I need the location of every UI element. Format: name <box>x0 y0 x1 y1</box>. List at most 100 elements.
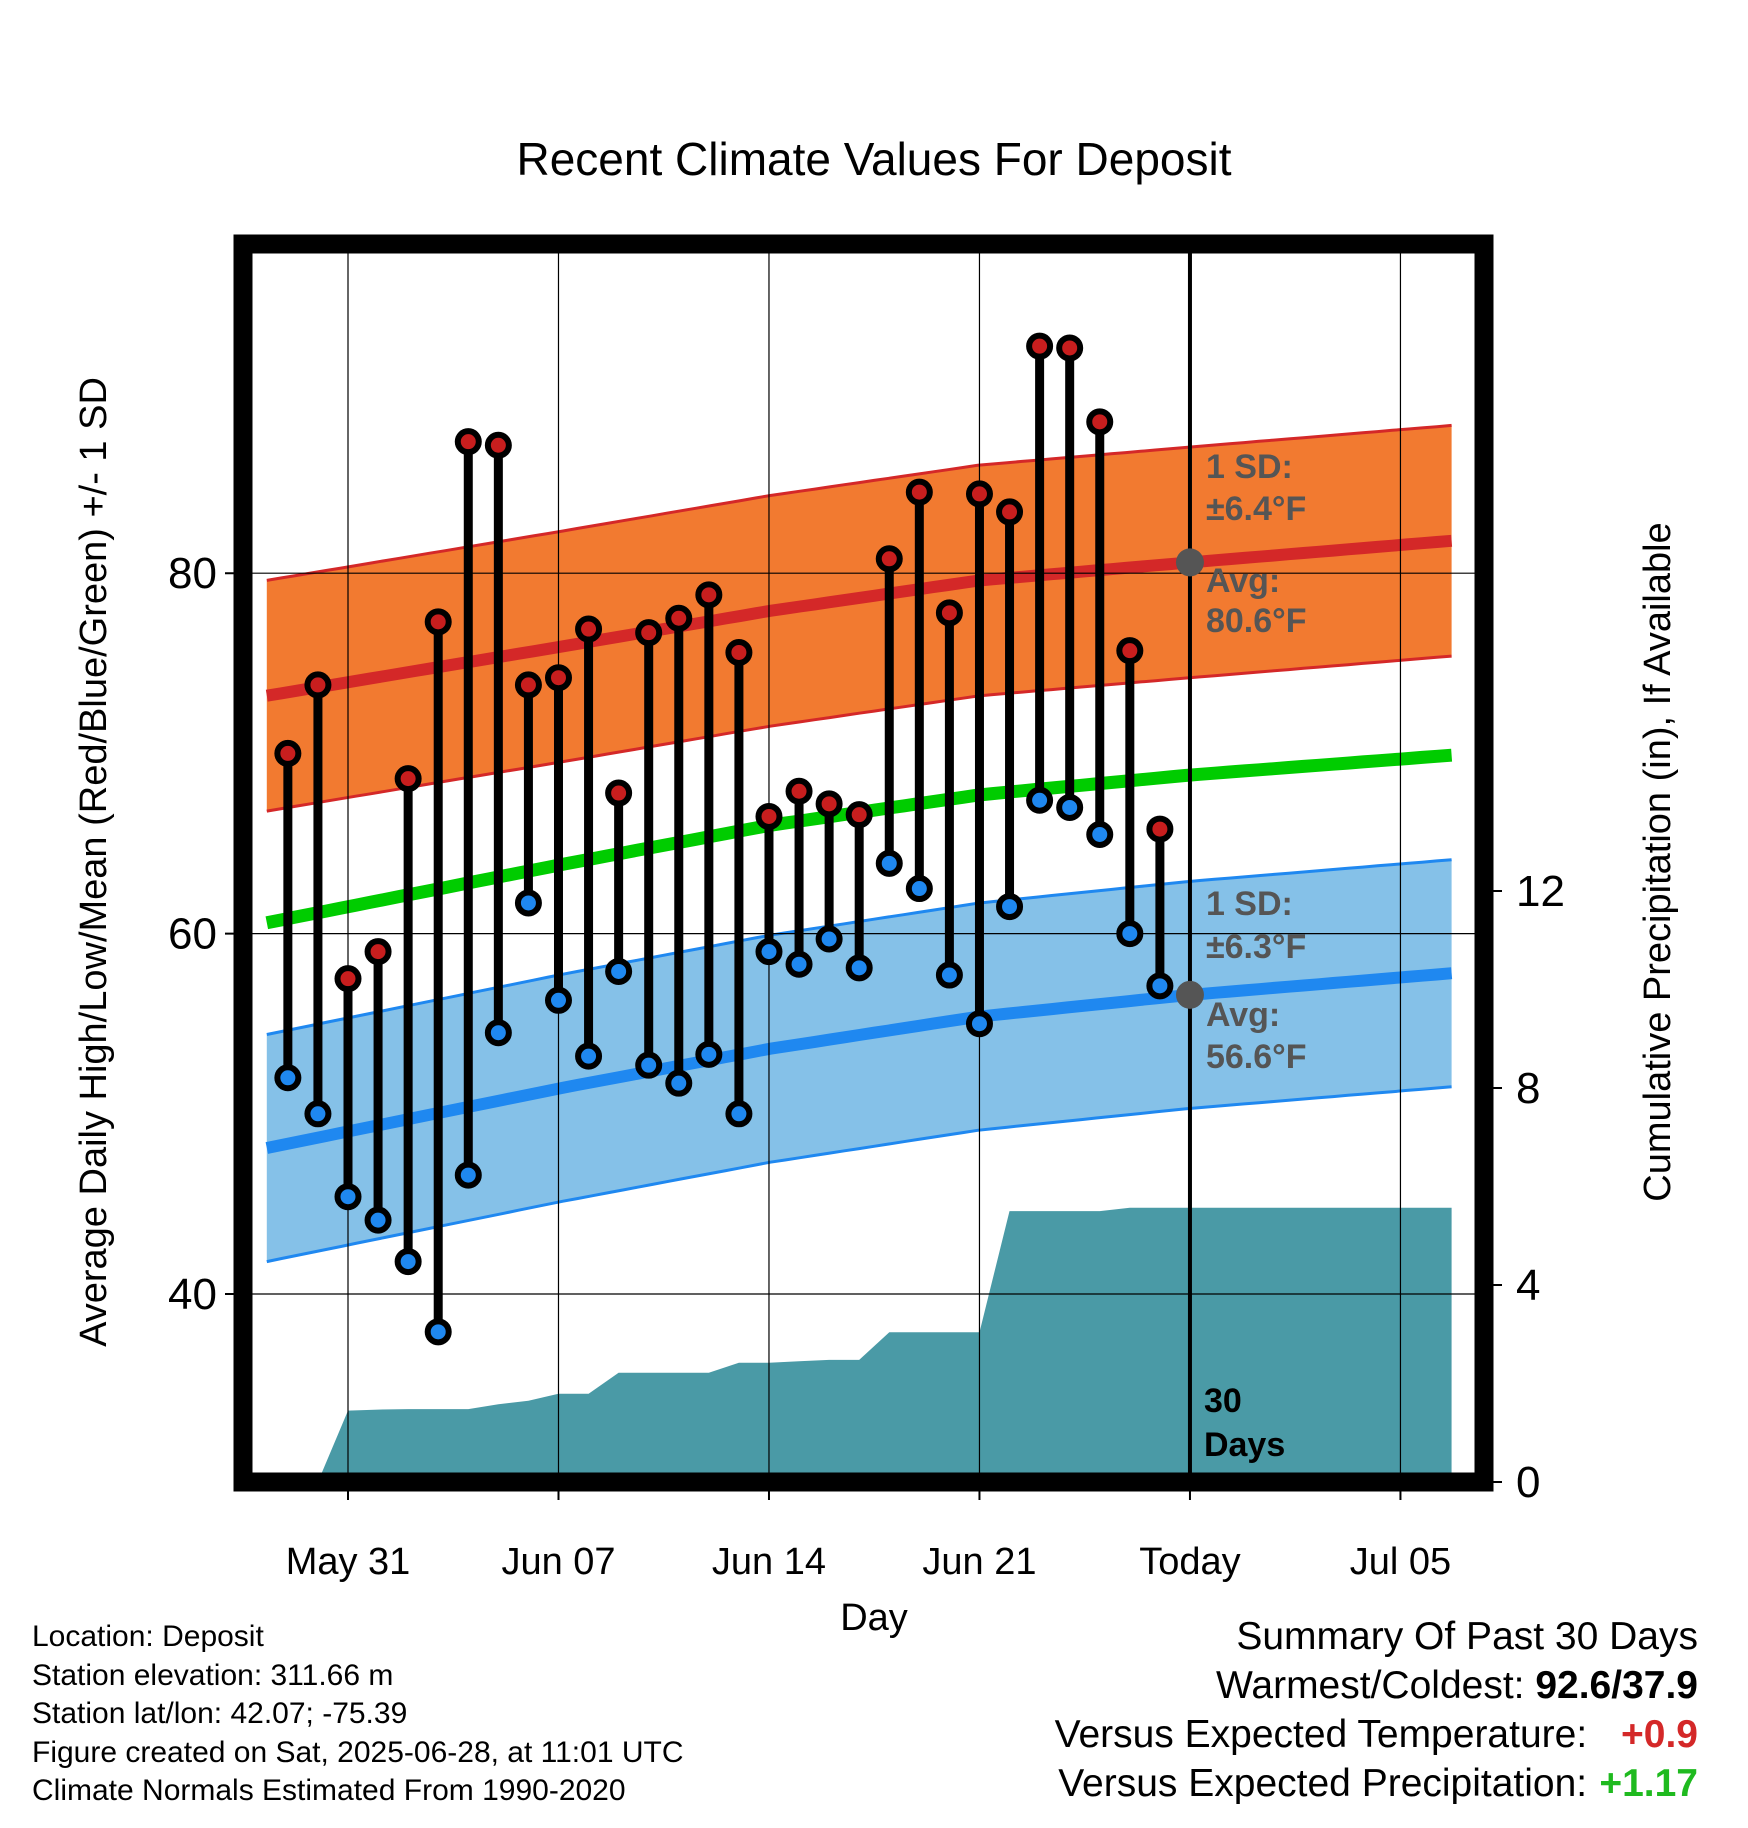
today-low-avg-marker <box>1175 980 1204 1009</box>
x-tick-label: Jun 21 <box>922 1541 1036 1583</box>
daily-high-point <box>905 478 933 506</box>
y2-tick-label: 0 <box>1516 1458 1540 1507</box>
temp-value: +0.9 <box>1621 1713 1698 1756</box>
daily-high-point <box>394 765 422 793</box>
daily-low-point <box>965 1010 993 1038</box>
daily-low-point <box>815 925 843 953</box>
daily-low-point <box>725 1100 753 1128</box>
daily-high-point <box>1056 334 1084 362</box>
daily-low-point <box>1056 793 1084 821</box>
daily-high-point <box>1146 815 1174 843</box>
daily-high-point <box>815 790 843 818</box>
warm-cold-value: 92.6/37.9 <box>1535 1664 1698 1707</box>
daily-high-point <box>695 581 723 609</box>
daily-high-point <box>424 608 452 636</box>
y2-tick-label: 4 <box>1516 1261 1540 1310</box>
precip-label: Versus Expected Precipitation: <box>1058 1762 1588 1805</box>
days-word: Days <box>1204 1426 1285 1464</box>
x-tick-label: Jun 07 <box>501 1541 615 1583</box>
daily-high-point <box>965 480 993 508</box>
station-location: Location: Deposit <box>32 1620 264 1653</box>
low-sd-lower-edge <box>266 1085 1452 1264</box>
daily-low-point <box>935 961 963 989</box>
high-sd-label: 1 SD: <box>1206 448 1293 486</box>
summary-panel: Summary Of Past 30 Days Warmest/Coldest:… <box>1055 1612 1698 1808</box>
daily-high-point <box>996 498 1024 526</box>
y-tick-label: 80 <box>168 549 217 598</box>
daily-low-point <box>454 1161 482 1189</box>
daily-high-point <box>1116 637 1144 665</box>
precip-value: +1.17 <box>1599 1762 1698 1805</box>
low-avg-label: Avg: <box>1206 996 1280 1034</box>
daily-low-point <box>635 1051 663 1079</box>
climate-normals: Climate Normals Estimated From 1990-2020 <box>32 1774 626 1807</box>
daily-low-point <box>575 1042 603 1070</box>
x-axis-label: Day <box>840 1597 908 1639</box>
plot-frame <box>233 234 1494 1492</box>
daily-low-point <box>334 1183 362 1211</box>
daily-low-point <box>905 875 933 903</box>
daily-low-point <box>755 938 783 966</box>
high-avg-label: Avg: <box>1206 562 1280 600</box>
daily-high-point <box>845 801 873 829</box>
daily-low-point <box>1146 972 1174 1000</box>
summary-warm-cold: Warmest/Coldest: 92.6/37.9 <box>1055 1661 1698 1710</box>
daily-high-point <box>514 671 542 699</box>
daily-high-point <box>334 965 362 993</box>
chart-title: Recent Climate Values For Deposit <box>517 133 1232 185</box>
station-latlon: Station lat/lon: 42.07; -75.39 <box>32 1697 408 1730</box>
y2-axis-label: Cumulative Precipitation (in), If Availa… <box>1637 522 1679 1201</box>
daily-high-point <box>1026 332 1054 360</box>
station-info: Location: Deposit Station elevation: 311… <box>32 1618 684 1811</box>
daily-low-point <box>304 1100 332 1128</box>
station-elevation: Station elevation: 311.66 m <box>32 1658 394 1692</box>
daily-low-point <box>695 1040 723 1068</box>
daily-high-point <box>875 545 903 573</box>
low-sd-label: 1 SD: <box>1206 885 1293 923</box>
daily-high-point <box>454 428 482 456</box>
x-tick-label: Jul 05 <box>1350 1541 1451 1583</box>
daily-low-point <box>364 1206 392 1234</box>
daily-low-point <box>875 849 903 877</box>
daily-high-point <box>725 638 753 666</box>
daily-low-point <box>1026 786 1054 814</box>
daily-low-point <box>1086 820 1114 848</box>
daily-low-point <box>424 1318 452 1346</box>
daily-low-point <box>544 986 572 1014</box>
daily-low-point <box>996 893 1024 921</box>
daily-low-point <box>1116 920 1144 948</box>
days-number: 30 <box>1204 1382 1242 1420</box>
daily-high-point <box>484 431 512 459</box>
summary-temperature: Versus Expected Temperature: +0.9 <box>1055 1710 1698 1759</box>
daily-high-point <box>755 802 783 830</box>
x-tick-label: May 31 <box>286 1541 411 1583</box>
y2-tick-label: 12 <box>1516 867 1565 916</box>
daily-high-point <box>575 615 603 643</box>
daily-low-point <box>605 957 633 985</box>
summary-precipitation: Versus Expected Precipitation: +1.17 <box>1055 1759 1698 1808</box>
daily-low-point <box>785 950 813 978</box>
daily-high-point <box>1086 408 1114 436</box>
y2-tick-label: 8 <box>1516 1064 1540 1113</box>
daily-high-point <box>665 604 693 632</box>
warm-cold-label: Warmest/Coldest: <box>1216 1664 1525 1707</box>
daily-low-point <box>845 954 873 982</box>
temp-label: Versus Expected Temperature: <box>1054 1713 1588 1756</box>
daily-high-point <box>304 671 332 699</box>
low-avg-value: 56.6°F <box>1206 1038 1307 1076</box>
daily-high-point <box>544 664 572 692</box>
daily-high-point <box>605 779 633 807</box>
high-sd-value: ±6.4°F <box>1206 490 1306 528</box>
high-avg-value: 80.6°F <box>1206 602 1307 640</box>
daily-low-point <box>394 1248 422 1276</box>
high-sd-band <box>266 425 1452 812</box>
daily-low-point <box>514 889 542 917</box>
y-tick-label: 60 <box>168 910 217 959</box>
daily-low-point <box>274 1064 302 1092</box>
figure-created: Figure created on Sat, 2025-06-28, at 11… <box>32 1735 684 1769</box>
daily-high-point <box>935 599 963 627</box>
daily-high-point <box>364 938 392 966</box>
